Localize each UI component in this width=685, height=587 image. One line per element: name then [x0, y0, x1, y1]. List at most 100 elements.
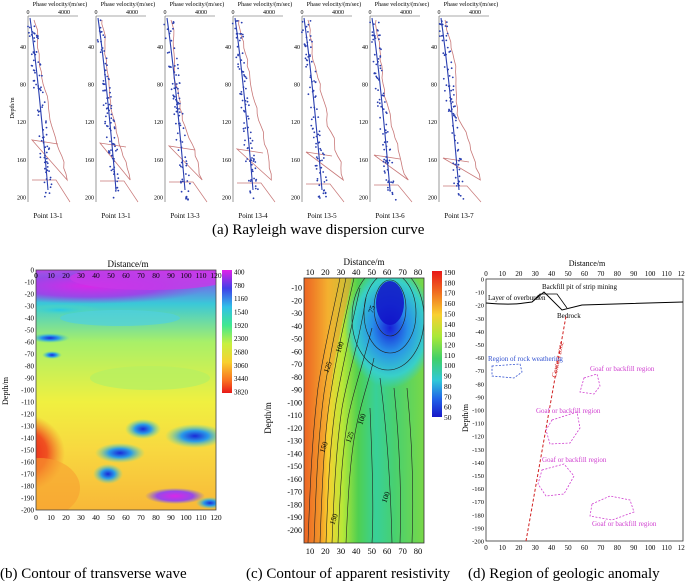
c-x-tick-bottom: 40	[352, 546, 361, 556]
b-y-tick: -180	[21, 483, 34, 491]
b-colorbar-tick: 3440	[234, 375, 249, 383]
d-x-tick-top: 80	[614, 270, 622, 278]
b-colorbar-tick: 2300	[234, 335, 249, 343]
a-depth-tick: 160	[17, 158, 26, 164]
b-y-tick: -200	[21, 507, 34, 515]
a-tick-4000: 4000	[58, 10, 70, 16]
c-y-tick: -140	[287, 449, 302, 458]
c-contour-label: 125	[321, 360, 333, 374]
d-y-tick: -80	[475, 381, 484, 388]
a-depth-tick: 40	[362, 45, 368, 51]
a-tick-4000: 4000	[195, 10, 207, 16]
d-y-tick: -90	[475, 394, 484, 401]
caption-c: (c) Contour of apparent resistivity	[246, 566, 451, 582]
b-colorbar-tick: 1160	[234, 295, 248, 303]
c-x-tick-top: 80	[414, 267, 423, 277]
b-y-tick: -20	[25, 291, 35, 299]
c-y-tick: -40	[291, 322, 302, 331]
a-depth-tick: 40	[294, 45, 300, 51]
d-x-tick-top: 70	[597, 270, 605, 278]
c-y-tick: -10	[291, 284, 302, 293]
dispersion-curve-5: Phase velocity/(m/sec)0 4000 40 80 120 160 200…	[291, 1, 361, 220]
d-y-tick: -140	[472, 460, 484, 467]
c-colorbar-tick: 170	[444, 289, 456, 298]
dispersion-curve-4: Phase velocity/(m/sec)0 4000 40 80 120 160 200…	[222, 1, 292, 220]
b-colorbar-tick: 780	[234, 282, 245, 290]
b-x-tick-bottom: 0	[34, 513, 38, 522]
c-colorbar-tick: 120	[444, 341, 456, 350]
d-goaf4-region	[589, 495, 635, 521]
d-y-tick: -70	[475, 368, 484, 375]
d-y-tick: -180	[472, 512, 484, 519]
a-depth-tick: 160	[85, 158, 94, 164]
c-y-tick: -100	[287, 398, 302, 407]
b-y-tick: -140	[21, 435, 34, 443]
b-x-tick-top: 110	[196, 271, 207, 280]
d-x-tick-bottom: 60	[581, 544, 589, 552]
c-y-tick: -70	[291, 360, 302, 369]
b-y-tick: 0	[31, 267, 35, 275]
c-colorbar-tick: 110	[444, 351, 455, 360]
a-depth-tick: 200	[17, 195, 26, 201]
c-x-tick-bottom: 60	[383, 546, 392, 556]
c-x-tick-top: 10	[306, 267, 315, 277]
c-y-tick: -130	[287, 437, 302, 446]
c-y-tick: -150	[287, 462, 302, 471]
b-y-tick: -120	[21, 411, 34, 419]
a-depth-tick: 200	[428, 195, 437, 201]
a-depth-tick: 80	[362, 83, 368, 89]
transverse-wave-panel: Distance/m 00101020203030404050506060707…	[1, 259, 249, 522]
a-point-label: Point 13-3	[170, 212, 200, 220]
a-depth-tick: 160	[428, 158, 437, 164]
c-colorbar-tick: 180	[444, 278, 456, 287]
a-depth-tick: 80	[88, 83, 94, 89]
b-y-tick: -160	[21, 459, 34, 467]
b-x-tick-bottom: 40	[92, 513, 100, 522]
d-x-tick-top: 40	[548, 270, 556, 278]
b-colorbar-tick: 400	[234, 269, 245, 277]
caption-a: (a) Rayleigh wave dispersion curve	[212, 222, 425, 238]
b-colorbar-tick: 3820	[234, 389, 249, 397]
d-goaf4-label: Goaf or backfill region	[592, 520, 657, 528]
c-y-tick: -90	[291, 386, 302, 395]
c-colorbar-tick: 90	[444, 372, 452, 381]
c-y-tick: -170	[287, 488, 302, 497]
c-contour-label: 150	[327, 512, 339, 526]
b-xlabel: Distance/m	[108, 259, 149, 269]
d-x-tick-top: 110	[661, 270, 672, 278]
d-x-tick-top: 90	[630, 270, 638, 278]
a-depth-tick: 200	[291, 195, 300, 201]
b-y-tick: -190	[21, 495, 34, 503]
dispersion-curve-3: Phase velocity/(m/sec)0 4000 40 80 120 160 200…	[154, 1, 224, 220]
b-y-tick: -170	[21, 471, 34, 479]
a-depth-tick: 160	[222, 158, 231, 164]
b-y-tick: -150	[21, 447, 34, 455]
d-x-tick-bottom: 120	[678, 544, 685, 552]
c-colorbar-tick: 150	[444, 309, 456, 318]
a-depth-tick: 80	[294, 83, 300, 89]
c-contour-label: 125	[343, 430, 355, 444]
a-depth-tick: 120	[359, 120, 368, 126]
c-colorbar-tick: 160	[444, 299, 456, 308]
a-axis-title: Phase velocity/(m/sec)	[101, 1, 155, 8]
c-y-tick: -110	[288, 411, 302, 420]
a-tick-4000: 4000	[332, 10, 344, 16]
a-depth-tick: 200	[359, 195, 368, 201]
d-x-tick-bottom: 40	[548, 544, 556, 552]
a-tick-4000: 4000	[469, 10, 481, 16]
c-y-tick: -180	[287, 500, 302, 509]
c-y-tick: -60	[291, 347, 302, 356]
a-tick-0: 0	[438, 10, 441, 16]
a-tick-0: 0	[232, 10, 235, 16]
a-depth-tick: 80	[20, 83, 26, 89]
a-tick-0: 0	[95, 10, 98, 16]
dispersion-curves-panel: Phase velocity/(m/sec)0 40004080120160200…	[10, 1, 498, 220]
b-y-tick: -50	[25, 327, 35, 335]
d-x-tick-top: 50	[565, 270, 573, 278]
c-contour-label: 150	[317, 440, 329, 454]
b-y-tick: -80	[25, 363, 35, 371]
a-point-label: Point 13-1	[101, 212, 131, 220]
a-depth-tick: 40	[88, 45, 94, 51]
